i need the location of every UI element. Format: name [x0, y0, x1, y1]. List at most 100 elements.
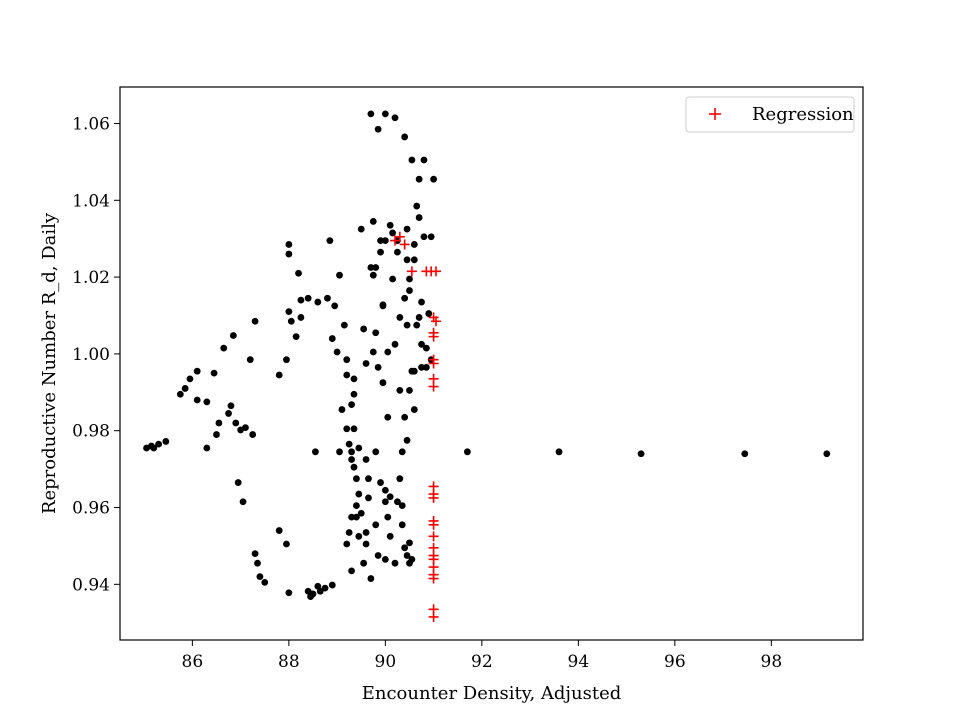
data-point — [181, 385, 189, 392]
data-point — [377, 248, 384, 256]
data-point — [408, 156, 416, 164]
data-point — [336, 271, 343, 279]
data-point — [401, 413, 409, 421]
data-point — [386, 493, 394, 501]
x-tick-label: 90 — [375, 652, 397, 672]
data-point — [741, 450, 749, 458]
data-point — [403, 256, 411, 264]
data-point — [403, 552, 411, 559]
data-point — [463, 448, 471, 456]
data-point — [362, 456, 370, 463]
data-point — [297, 314, 305, 321]
data-point — [285, 241, 293, 248]
data-point — [285, 250, 293, 258]
data-point — [379, 379, 387, 387]
regression-point — [431, 266, 442, 277]
data-point — [391, 114, 399, 122]
data-point — [418, 298, 425, 306]
data-point — [150, 444, 158, 452]
data-point — [314, 298, 322, 306]
regression-point — [399, 239, 410, 250]
data-point — [343, 356, 351, 364]
data-point — [362, 360, 370, 367]
data-point — [287, 317, 295, 325]
data-point — [340, 321, 348, 329]
data-point — [283, 540, 290, 548]
data-point — [292, 333, 300, 341]
data-point — [365, 475, 372, 483]
data-point — [410, 241, 418, 248]
data-point — [367, 264, 375, 271]
data-point — [406, 539, 413, 547]
data-point — [355, 532, 363, 540]
data-point — [427, 233, 435, 241]
data-point — [350, 375, 358, 383]
plot-frame — [119, 86, 864, 641]
data-point — [386, 532, 394, 540]
data-point — [374, 552, 382, 559]
data-point — [225, 410, 232, 417]
data-point — [215, 419, 223, 427]
data-point — [369, 348, 377, 356]
data-point — [408, 555, 416, 563]
y-tick-label: 0.94 — [72, 575, 110, 595]
data-point — [823, 450, 831, 458]
data-point — [403, 321, 411, 329]
data-point — [362, 540, 370, 548]
data-point — [193, 367, 201, 375]
data-point — [355, 490, 363, 498]
data-point — [285, 308, 293, 316]
data-point — [384, 348, 392, 356]
x-tick-label: 98 — [761, 652, 783, 672]
data-point — [367, 575, 375, 582]
data-point — [348, 567, 355, 575]
data-point — [311, 448, 319, 456]
data-point — [345, 529, 353, 536]
regression-point — [428, 531, 439, 542]
data-point — [297, 296, 305, 304]
data-point — [394, 498, 401, 506]
data-point — [379, 302, 387, 310]
data-point — [316, 587, 324, 595]
data-point — [418, 340, 425, 348]
data-point — [353, 475, 360, 483]
data-point — [369, 271, 377, 279]
data-point — [234, 479, 242, 486]
data-point — [372, 329, 380, 337]
y-axis-ticks: 0.94 0.96 0.98 1.00 1.02 1.04 1.06 — [72, 114, 120, 595]
data-point — [343, 425, 351, 433]
data-point — [410, 406, 418, 413]
data-point — [381, 110, 389, 118]
data-point — [176, 390, 184, 398]
data-point — [251, 550, 259, 557]
data-point — [261, 578, 269, 586]
x-axis-label: Encounter Density, Adjusted — [362, 683, 622, 704]
regression-point — [428, 358, 439, 369]
data-point — [418, 363, 425, 371]
data-point — [239, 498, 247, 506]
data-point — [350, 425, 358, 433]
y-tick-label: 1.04 — [72, 191, 110, 211]
data-point — [422, 363, 430, 371]
data-point — [203, 398, 211, 406]
data-point — [381, 555, 389, 563]
data-point — [394, 248, 401, 256]
data-point — [295, 269, 302, 277]
data-point — [391, 340, 399, 348]
data-point — [348, 513, 355, 521]
data-point — [372, 448, 380, 456]
data-point — [374, 125, 382, 133]
data-point — [398, 502, 406, 509]
data-point — [425, 310, 433, 317]
data-point — [396, 314, 404, 321]
x-tick-label: 94 — [568, 652, 590, 672]
regression-point — [428, 611, 439, 622]
regression-point — [406, 266, 417, 277]
regression-point — [428, 519, 439, 530]
data-point — [396, 475, 404, 483]
data-point — [336, 448, 343, 456]
data-point — [345, 440, 353, 448]
data-point — [309, 590, 317, 598]
data-point — [413, 321, 421, 329]
x-tick-label: 86 — [182, 652, 204, 672]
